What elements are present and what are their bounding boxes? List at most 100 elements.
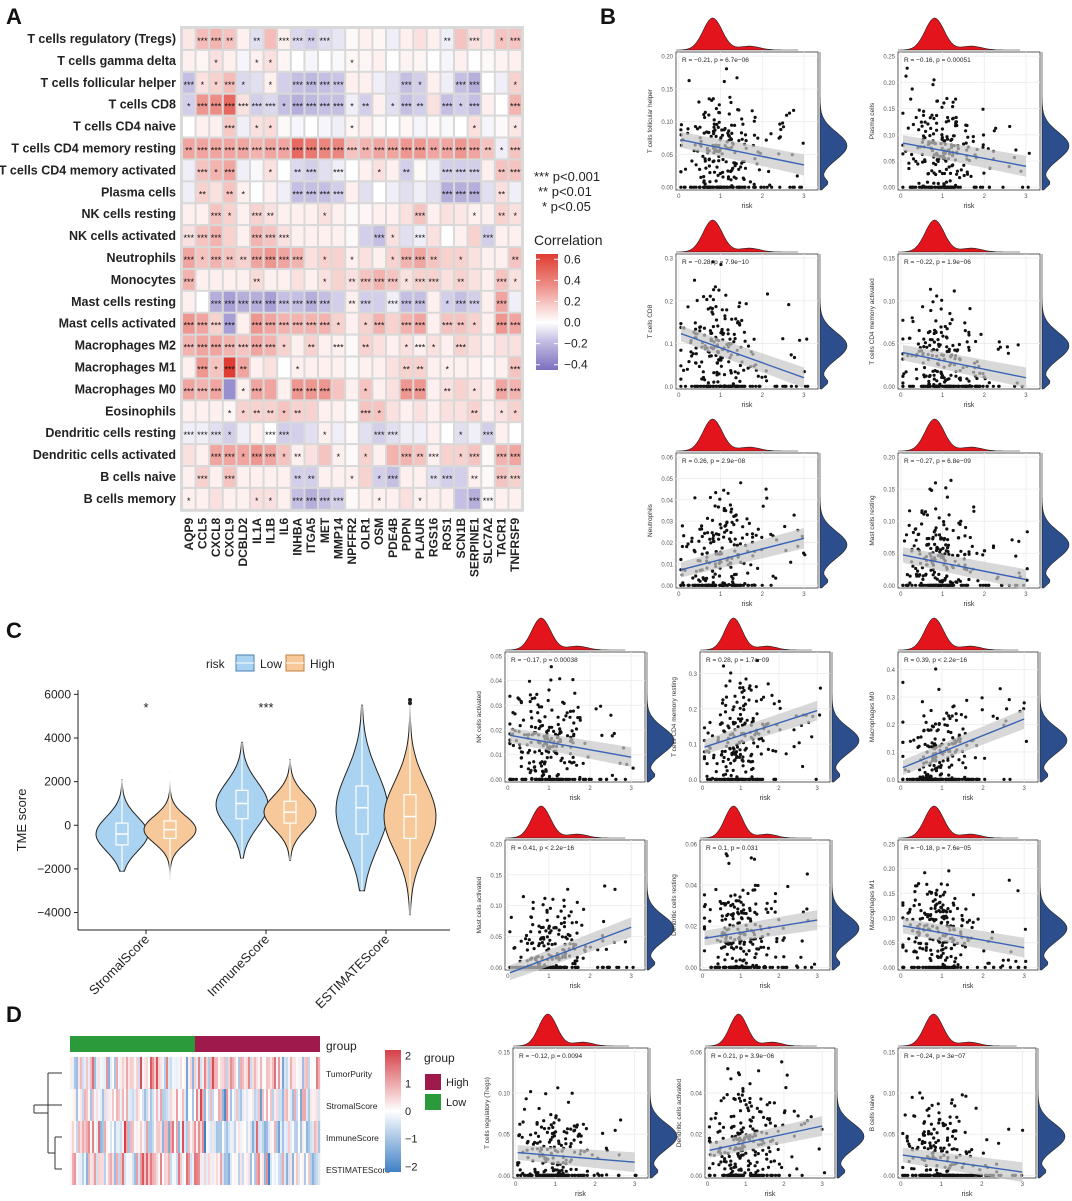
scatter-b-1-point [703, 157, 707, 161]
scatter-b-4-point [948, 322, 952, 326]
scatter-c-7-point [567, 1173, 571, 1177]
scatter-c-4-point [580, 923, 584, 927]
heatmap-a-cell [346, 467, 358, 487]
heatmap-a-cell [183, 467, 195, 487]
scatter-b-4-point [987, 381, 991, 385]
heatmap-a-cell [400, 313, 413, 334]
scatter-c-2-point [742, 688, 746, 693]
scatter-b-2-point [932, 171, 936, 175]
scatter-c-2-xtick: 2 [777, 786, 781, 792]
scatter-b-1-point [686, 127, 690, 131]
heatmap-a-sig: *** [252, 452, 263, 462]
scatter-b-4-point [952, 289, 956, 293]
scatter-c-6-point [967, 918, 972, 922]
scatter-b-4-point [943, 380, 947, 384]
heatmap-a-row-label: T cells regulatory (Tregs) [27, 32, 176, 46]
heatmap-a-col-label: PDE4B [386, 517, 400, 557]
scatter-c-4-point [573, 962, 577, 966]
scatter-c-6-point [926, 913, 930, 917]
scatter-c-4-xtick: 1 [547, 974, 551, 980]
scatter-c-6-point [1016, 889, 1020, 893]
scatter-c-5-point [744, 961, 748, 965]
scatter-b-6-point [912, 544, 916, 548]
scatter-b-4-point [946, 384, 950, 388]
scatter-c-4-right-density [646, 840, 675, 971]
scatter-b-3-ylabel: T cells CD8 [647, 304, 654, 338]
heatmap-a-sig: *** [197, 364, 208, 374]
scatter-b-3-point [738, 363, 743, 368]
scatter-c-1-point [565, 734, 570, 738]
heatmap-a-sig: *** [265, 255, 276, 265]
heatmap-a-cell [468, 467, 481, 487]
scatter-c-8-point [800, 1173, 804, 1177]
scatter-b-2-point [917, 185, 922, 189]
scatter-b-3-point [732, 340, 736, 344]
scatter-c-8-point [721, 1173, 726, 1177]
heatmap-a-cell [237, 379, 249, 400]
scatter-c-6-point [913, 890, 917, 894]
scatter-c-1-point [532, 765, 537, 769]
heatmap-a-cell [495, 50, 508, 71]
scatter-c-7-point [557, 1141, 561, 1146]
heatmap-a-row-label: B cells naive [100, 470, 176, 484]
scatter-b-2-point [952, 185, 956, 189]
heatmap-a-sig: *** [306, 189, 317, 199]
scatter-b-2-point [922, 109, 926, 113]
heatmap-a-cell [387, 269, 399, 290]
scatter-c-6-point [942, 914, 946, 918]
heatmap-a-cell [482, 182, 494, 203]
heatmap-a-sig: *** [306, 102, 317, 112]
scatter-c-2-point [750, 775, 754, 779]
heatmap-a-sig: *** [306, 145, 317, 155]
scatter-c-6-point [963, 945, 968, 949]
heatmap-a-cell [468, 138, 481, 159]
heatmap-a-cell [305, 72, 317, 93]
heatmap-a-row-label: Monocytes [111, 273, 176, 287]
scatter-c-3-point [939, 772, 944, 776]
scatter-c-6-annotation: R = −0.18, p = 7.6e−05 [904, 845, 971, 852]
heatmap-a-cell [373, 335, 385, 356]
scatter-b-3-point [710, 310, 714, 314]
scatter-c-8-point [711, 1162, 715, 1166]
heatmap-a-cell [441, 72, 453, 93]
scatter-c-1-point [575, 763, 579, 767]
scatter-b-4-xtick: 0 [899, 393, 903, 399]
scatter-c-2-point [777, 699, 781, 704]
scatter-c-8-point [748, 1162, 752, 1166]
heatmap-a-cell [400, 226, 413, 246]
scatter-c-4-point [603, 884, 607, 888]
scatter-c-5-point [714, 887, 718, 892]
scatter-b-2-point [994, 126, 998, 130]
heatmap-a-cell [346, 94, 358, 115]
heatmap-a-cell [196, 182, 209, 203]
scatter-b-5-point [708, 583, 712, 587]
scatter-c-3-point [919, 735, 923, 739]
heatmap-a-cell [373, 291, 385, 312]
scatter-c-4-point [519, 939, 523, 943]
scatter-c-6-xtick: 2 [981, 974, 985, 980]
scatter-c-6-ytick: 0.25 [883, 842, 895, 848]
scatter-c-3-point [948, 716, 952, 721]
scatter-b-4-point [967, 330, 971, 334]
scatter-c-8-point [772, 1159, 777, 1163]
scatter-c-1-point [538, 761, 543, 765]
heatmap-a-cell [346, 138, 358, 159]
scatter-b-2-point [904, 74, 908, 78]
scatter-b-6-point [942, 538, 946, 542]
scatter-b-1-point [740, 161, 744, 165]
scatter-c-3-point [933, 722, 938, 726]
scatter-c-9-xtick: 2 [980, 1182, 984, 1188]
heatmap-a-sig: *** [456, 189, 467, 199]
scatter-c-3-point [901, 680, 905, 685]
scatter-b-3-point [743, 339, 747, 343]
heatmap-a-cell [346, 313, 358, 334]
scatter-b-6-point [946, 546, 950, 550]
scatter-c-2-point [773, 777, 777, 782]
scatter-c-1-point [544, 768, 548, 772]
heatmap-a-cell [291, 423, 304, 444]
scatter-c-8-point [765, 1173, 769, 1177]
scatter-c-5-point [765, 901, 769, 905]
scatter-b-3-point [734, 317, 738, 321]
scatter-c-7-regression-line [517, 1151, 635, 1163]
heatmap-a-cell [400, 401, 413, 422]
